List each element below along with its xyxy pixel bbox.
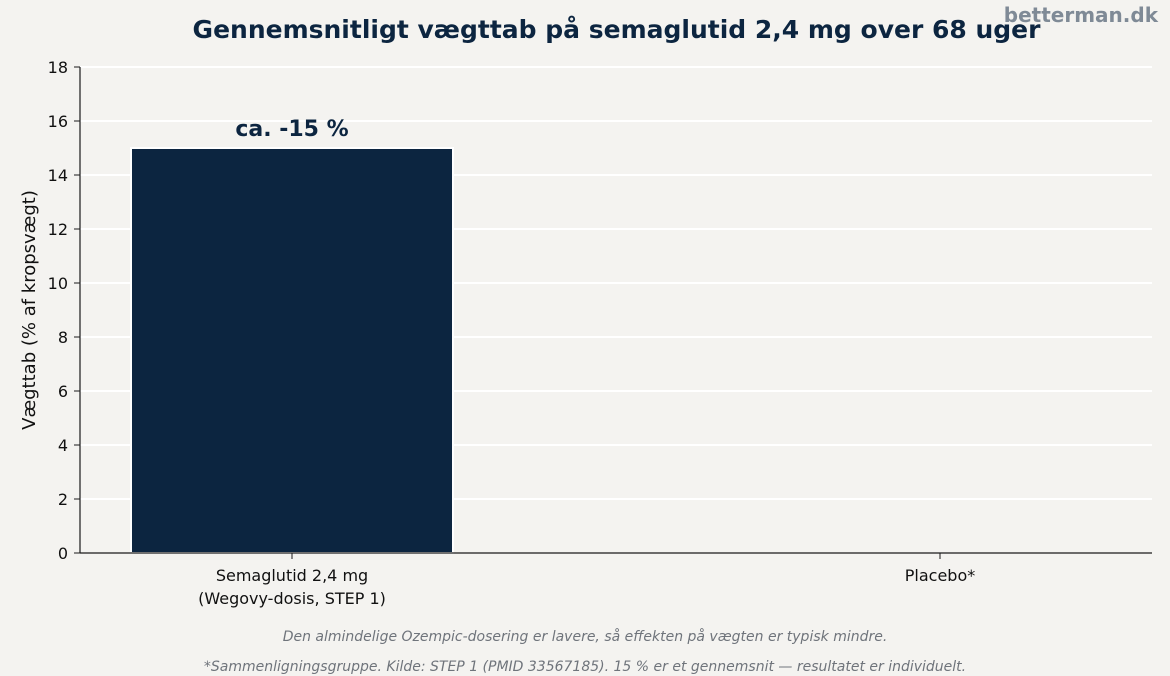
y-tick-label: 6: [58, 382, 68, 401]
x-tick-label: (Wegovy-dosis, STEP 1): [198, 589, 386, 608]
y-tick-label: 4: [58, 436, 68, 455]
bar: [130, 147, 454, 554]
y-tick-label: 2: [58, 490, 68, 509]
x-tick-label: Placebo*: [905, 566, 975, 585]
y-tick-label: 0: [58, 544, 68, 563]
y-axis-label: Vægttab (% af kropsvægt): [19, 190, 40, 430]
y-tick-label: 14: [48, 166, 68, 185]
footnote-dosage: Den almindelige Ozempic-dosering er lave…: [282, 629, 888, 645]
x-tick-label: Semaglutid 2,4 mg: [216, 566, 368, 585]
y-tick-label: 12: [48, 220, 68, 239]
chart-title: Gennemsnitligt vægttab på semaglutid 2,4…: [192, 15, 1041, 44]
footnote-source: *Sammenligningsgruppe. Kilde: STEP 1 (PM…: [203, 659, 967, 675]
y-tick-label: 8: [58, 328, 68, 347]
data-label: ca. -15 %: [235, 117, 348, 142]
brand-watermark: betterman.dk: [1003, 3, 1158, 27]
y-tick-label: 18: [48, 58, 68, 77]
y-tick-label: 10: [48, 274, 68, 293]
y-tick-label: 16: [48, 112, 68, 131]
